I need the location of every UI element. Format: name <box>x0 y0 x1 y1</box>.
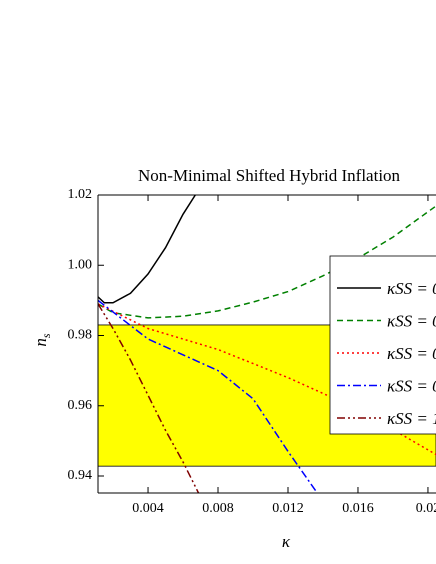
y-axis-label: ns <box>31 333 53 347</box>
y-label-sub: s <box>39 333 53 338</box>
x-tick-label: 0.004 <box>132 501 164 516</box>
legend-label: κSS = 1 <box>387 409 436 428</box>
y-tick-label: 1.02 <box>68 187 93 202</box>
y-tick-label: 1.00 <box>68 257 93 272</box>
y-tick-label: 0.98 <box>68 328 93 343</box>
y-tick-label: 0.96 <box>68 398 93 413</box>
y-axis-label-group: ns <box>31 333 53 347</box>
line-series <box>98 303 200 493</box>
legend-label: κSS = 0 <box>387 279 436 298</box>
line-series <box>98 195 196 304</box>
x-tick-label: 0.008 <box>202 501 234 516</box>
x-tick-label: 0.016 <box>342 501 374 516</box>
legend-label: κSS = 0 <box>387 344 436 363</box>
x-tick-label: 0.02 <box>416 501 436 516</box>
line-series <box>98 299 319 493</box>
legend-label: κSS = 0 <box>387 311 436 330</box>
y-label-main: n <box>31 338 50 347</box>
y-tick-label: 0.94 <box>68 468 93 483</box>
x-tick-label: 0.012 <box>272 501 304 516</box>
legend-box <box>329 255 436 435</box>
chart-title: Non-Minimal Shifted Hybrid Inflation <box>138 166 401 185</box>
x-axis-label: κ <box>282 532 291 551</box>
line-series <box>98 205 436 319</box>
legend-label: κSS = 0 <box>387 376 436 395</box>
